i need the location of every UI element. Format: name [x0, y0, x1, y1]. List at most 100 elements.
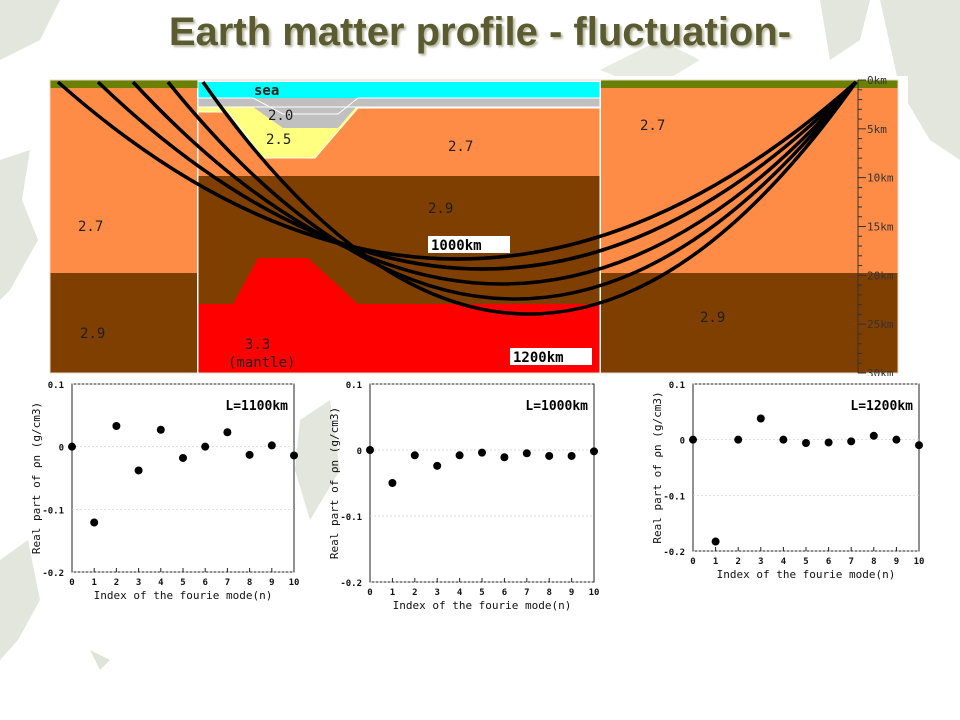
y-tick-label: -0.1	[42, 506, 64, 516]
x-tick-label: 10	[589, 588, 600, 598]
data-point	[802, 439, 810, 448]
label-1200km: 1200km	[513, 350, 564, 366]
data-point	[112, 421, 121, 430]
y-axis-label: Real part of ρn (g/cm3)	[30, 402, 43, 554]
left-layer-2-9	[50, 273, 197, 373]
y-axis-label: Real part of ρn (g/cm3)	[651, 391, 664, 543]
x-tick-label: 5	[180, 578, 185, 588]
left-layer-2-7	[50, 88, 197, 273]
page-title: Earth matter profile - fluctuation-	[168, 10, 792, 54]
label-2-0: 2.0	[268, 108, 293, 124]
label-sea: sea	[254, 83, 279, 99]
x-tick-label: 8	[871, 557, 876, 567]
data-point	[567, 451, 576, 460]
chart-legend-label: L=1000km	[525, 399, 588, 414]
y-tick-label: -0.2	[663, 548, 685, 558]
data-point	[267, 441, 276, 450]
data-point	[847, 437, 856, 446]
chart-legend-label: L=1100km	[225, 399, 288, 414]
data-point	[756, 414, 765, 423]
depth-tick-label: 15km	[867, 221, 894, 234]
plot-area	[369, 383, 595, 583]
right-layer-2-7	[601, 88, 898, 273]
x-tick-label: 0	[690, 557, 695, 567]
y-tick-label: 0	[357, 447, 362, 457]
x-tick-label: 0	[69, 578, 74, 588]
y-axis-label: Real part of ρn (g/cm3)	[328, 407, 341, 559]
label-2-9-center: 2.9	[428, 201, 453, 217]
data-point	[869, 431, 878, 440]
x-tick-label: 3	[136, 578, 141, 588]
x-tick-label: 3	[434, 588, 439, 598]
data-point	[689, 435, 697, 444]
data-point	[433, 461, 442, 470]
x-tick-label: 9	[269, 578, 274, 588]
data-point	[90, 518, 99, 527]
data-point	[134, 466, 143, 475]
depth-tick-label: 5km	[867, 123, 887, 136]
x-tick-label: 8	[546, 588, 551, 598]
y-tick-label: -0.2	[42, 569, 64, 579]
x-tick-label: 8	[247, 578, 252, 588]
y-tick-label: 0.1	[669, 381, 685, 391]
data-point	[590, 447, 598, 456]
x-tick-label: 1	[390, 588, 395, 598]
data-point	[915, 441, 923, 450]
data-point	[892, 435, 901, 444]
depth-tick-label: 25km	[867, 318, 894, 331]
x-tick-label: 6	[502, 588, 507, 598]
label-2-9-right: 2.9	[700, 310, 725, 326]
x-tick-label: 10	[914, 557, 925, 567]
y-tick-label: 0.1	[48, 381, 64, 391]
label-2-7-center: 2.7	[448, 139, 473, 155]
x-tick-label: 2	[412, 588, 417, 598]
data-point	[68, 442, 76, 451]
x-tick-label: 7	[848, 557, 853, 567]
depth-tick-label: 0km	[867, 76, 887, 87]
x-tick-label: 4	[158, 578, 164, 588]
y-tick-label: -0.2	[340, 579, 362, 589]
x-tick-label: 4	[457, 588, 463, 598]
chart-legend-label: L=1200km	[850, 399, 913, 414]
sea-layer	[198, 82, 600, 98]
data-point	[179, 453, 187, 462]
data-point	[478, 448, 486, 457]
x-tick-label: 2	[735, 557, 740, 567]
data-point	[223, 428, 232, 437]
y-tick-label: -0.1	[340, 513, 362, 523]
y-tick-label: -0.1	[663, 492, 685, 502]
data-point	[545, 451, 554, 460]
label-2-9-left: 2.9	[80, 326, 105, 342]
x-tick-label: 5	[479, 588, 484, 598]
y-tick-label: 0	[680, 437, 685, 447]
chart-l1000: 0.1 0 -0.1 -0.2 0 1 2 3 4 5 6 7 8 9 10 Index of the fou…	[328, 381, 600, 612]
x-tick-label: 10	[289, 578, 300, 588]
data-point	[410, 451, 419, 460]
surface-strip	[50, 80, 198, 88]
data-point	[779, 435, 788, 444]
data-point	[734, 435, 743, 444]
x-tick-label: 4	[781, 557, 787, 567]
data-point	[290, 451, 298, 460]
depth-tick-label: 20km	[867, 269, 894, 282]
data-point	[245, 450, 254, 459]
label-1000km: 1000km	[431, 238, 482, 254]
data-point	[500, 453, 509, 462]
chart-l1200: 0.1 0 -0.1 -0.2 0 1 2 3 4 5 6 7 8 9 10 Index of the fou…	[651, 381, 925, 581]
data-point	[711, 537, 720, 546]
layer-2-0	[198, 98, 600, 128]
depth-axis: 0km 5km 10km 15km 20km 25km 30km	[857, 76, 894, 376]
neutrino-paths	[56, 80, 858, 316]
data-point	[388, 479, 397, 487]
data-point	[455, 451, 464, 460]
data-point	[366, 446, 374, 454]
data-point	[201, 442, 210, 451]
y-tick-label: 0	[59, 444, 64, 454]
chart-l1100: 0.1 0 -0.1 -0.2 0 1 2 3 4 5 6 7 8 9 10 Index of the fou…	[30, 381, 300, 602]
label-2-5: 2.5	[266, 132, 291, 148]
right-layer-2-9	[601, 273, 898, 373]
x-tick-label: 7	[225, 578, 230, 588]
x-tick-label: 6	[202, 578, 207, 588]
depth-tick-label: 30km	[867, 367, 894, 376]
x-tick-label: 0	[367, 588, 372, 598]
